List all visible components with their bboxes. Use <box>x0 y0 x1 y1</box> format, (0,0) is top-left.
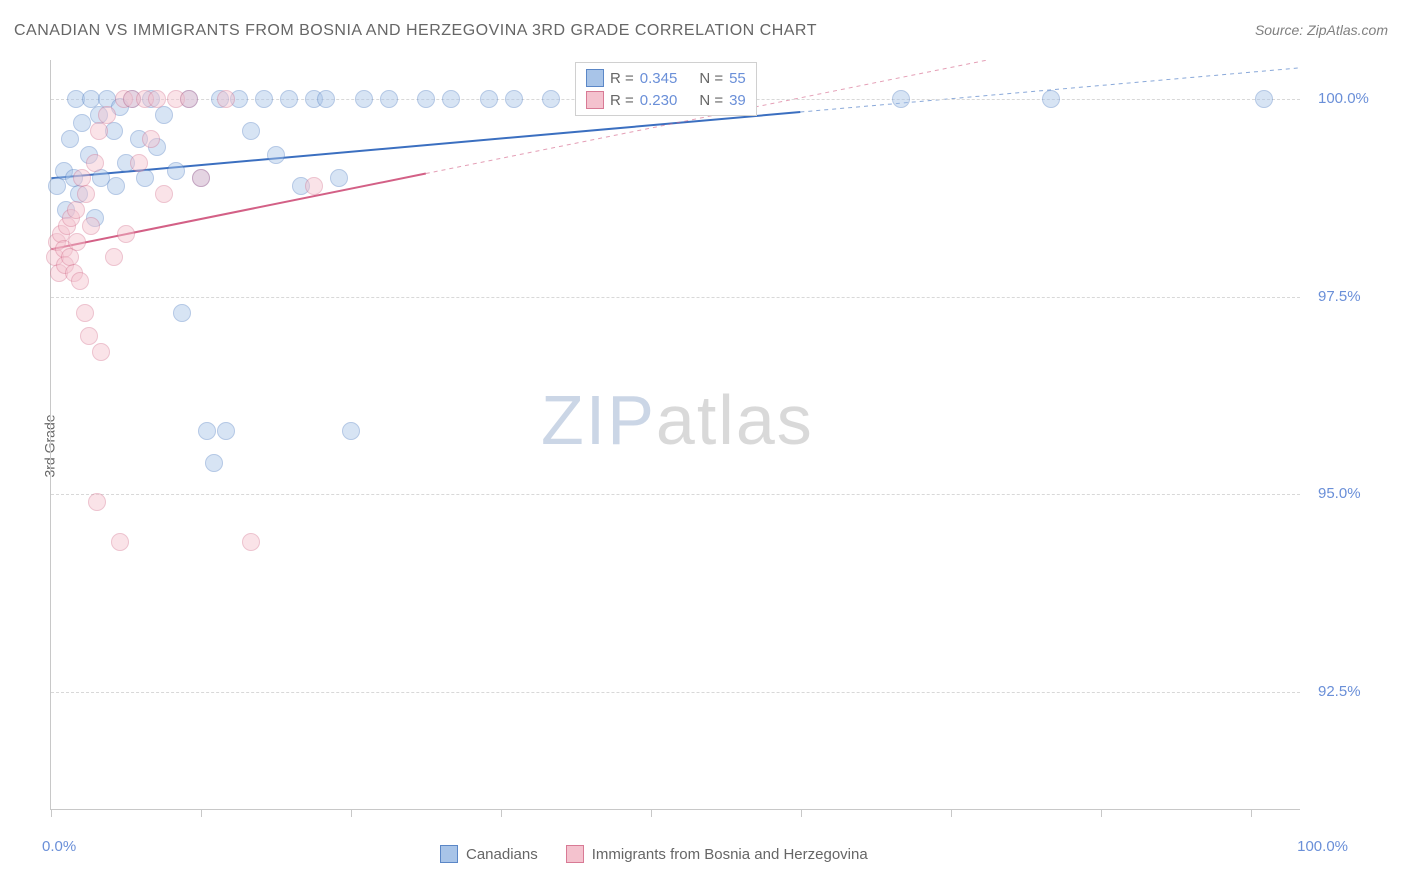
data-point <box>142 130 160 148</box>
legend-r-label: R = <box>610 92 634 109</box>
data-point <box>330 169 348 187</box>
y-tick-label: 100.0% <box>1318 90 1369 107</box>
y-tick-label: 95.0% <box>1318 485 1361 502</box>
data-point <box>442 90 460 108</box>
data-point <box>111 533 129 551</box>
data-point <box>98 106 116 124</box>
plot-area: ZIPatlas <box>50 60 1300 810</box>
x-tick <box>501 809 502 817</box>
legend-swatch <box>440 845 458 863</box>
legend-n-value: 39 <box>729 92 746 109</box>
data-point <box>67 201 85 219</box>
correlation-chart: CANADIAN VS IMMIGRANTS FROM BOSNIA AND H… <box>0 0 1406 892</box>
data-point <box>267 146 285 164</box>
data-point <box>205 454 223 472</box>
data-point <box>198 422 216 440</box>
source-label: Source: ZipAtlas.com <box>1255 22 1388 38</box>
y-tick-label: 97.5% <box>1318 288 1361 305</box>
data-point <box>82 217 100 235</box>
data-point <box>317 90 335 108</box>
data-point <box>76 304 94 322</box>
data-point <box>86 154 104 172</box>
data-point <box>155 106 173 124</box>
chart-title: CANADIAN VS IMMIGRANTS FROM BOSNIA AND H… <box>14 22 817 40</box>
legend-swatch <box>566 845 584 863</box>
legend-n-label: N = <box>699 70 723 87</box>
x-tick <box>351 809 352 817</box>
data-point <box>136 169 154 187</box>
data-point <box>242 533 260 551</box>
trend-lines <box>51 60 1300 809</box>
data-point <box>217 90 235 108</box>
legend-r-value: 0.230 <box>640 92 678 109</box>
data-point <box>167 162 185 180</box>
series-legend-item: Canadians <box>440 845 538 863</box>
series-legend: Canadians Immigrants from Bosnia and Herz… <box>440 845 868 863</box>
legend-r-value: 0.345 <box>640 70 678 87</box>
data-point <box>242 122 260 140</box>
data-point <box>68 233 86 251</box>
data-point <box>505 90 523 108</box>
data-point <box>417 90 435 108</box>
x-tick <box>651 809 652 817</box>
watermark-zip: ZIP <box>541 381 656 459</box>
data-point <box>192 169 210 187</box>
legend-row: R = 0.230 N = 39 <box>586 89 746 111</box>
watermark-atlas: atlas <box>656 381 814 459</box>
data-point <box>217 422 235 440</box>
data-point <box>48 177 66 195</box>
series-name: Canadians <box>466 846 538 863</box>
legend-n-label: N = <box>699 92 723 109</box>
data-point <box>255 90 273 108</box>
stats-legend: R = 0.345 N = 55 R = 0.230 N = 39 <box>575 62 757 116</box>
data-point <box>155 185 173 203</box>
data-point <box>480 90 498 108</box>
gridline <box>51 297 1300 298</box>
x-tick <box>801 809 802 817</box>
legend-row: R = 0.345 N = 55 <box>586 67 746 89</box>
x-tick <box>1101 809 1102 817</box>
data-point <box>355 90 373 108</box>
data-point <box>117 225 135 243</box>
data-point <box>148 90 166 108</box>
gridline <box>51 692 1300 693</box>
data-point <box>88 493 106 511</box>
legend-swatch <box>586 69 604 87</box>
y-tick-label: 92.5% <box>1318 683 1361 700</box>
watermark: ZIPatlas <box>541 380 814 460</box>
legend-swatch <box>586 91 604 109</box>
data-point <box>105 248 123 266</box>
x-axis-max-label: 100.0% <box>1297 838 1348 855</box>
data-point <box>71 272 89 290</box>
data-point <box>892 90 910 108</box>
data-point <box>305 177 323 195</box>
data-point <box>173 304 191 322</box>
x-tick <box>201 809 202 817</box>
data-point <box>1042 90 1060 108</box>
gridline <box>51 494 1300 495</box>
data-point <box>180 90 198 108</box>
data-point <box>542 90 560 108</box>
legend-r-label: R = <box>610 70 634 87</box>
legend-n-value: 55 <box>729 70 746 87</box>
data-point <box>130 154 148 172</box>
data-point <box>92 343 110 361</box>
x-tick <box>951 809 952 817</box>
x-axis-min-label: 0.0% <box>42 838 76 855</box>
data-point <box>380 90 398 108</box>
series-legend-item: Immigrants from Bosnia and Herzegovina <box>566 845 868 863</box>
data-point <box>80 327 98 345</box>
series-name: Immigrants from Bosnia and Herzegovina <box>592 846 868 863</box>
data-point <box>107 177 125 195</box>
data-point <box>61 130 79 148</box>
data-point <box>1255 90 1273 108</box>
x-tick <box>1251 809 1252 817</box>
data-point <box>342 422 360 440</box>
data-point <box>280 90 298 108</box>
x-tick <box>51 809 52 817</box>
data-point <box>90 122 108 140</box>
data-point <box>77 185 95 203</box>
